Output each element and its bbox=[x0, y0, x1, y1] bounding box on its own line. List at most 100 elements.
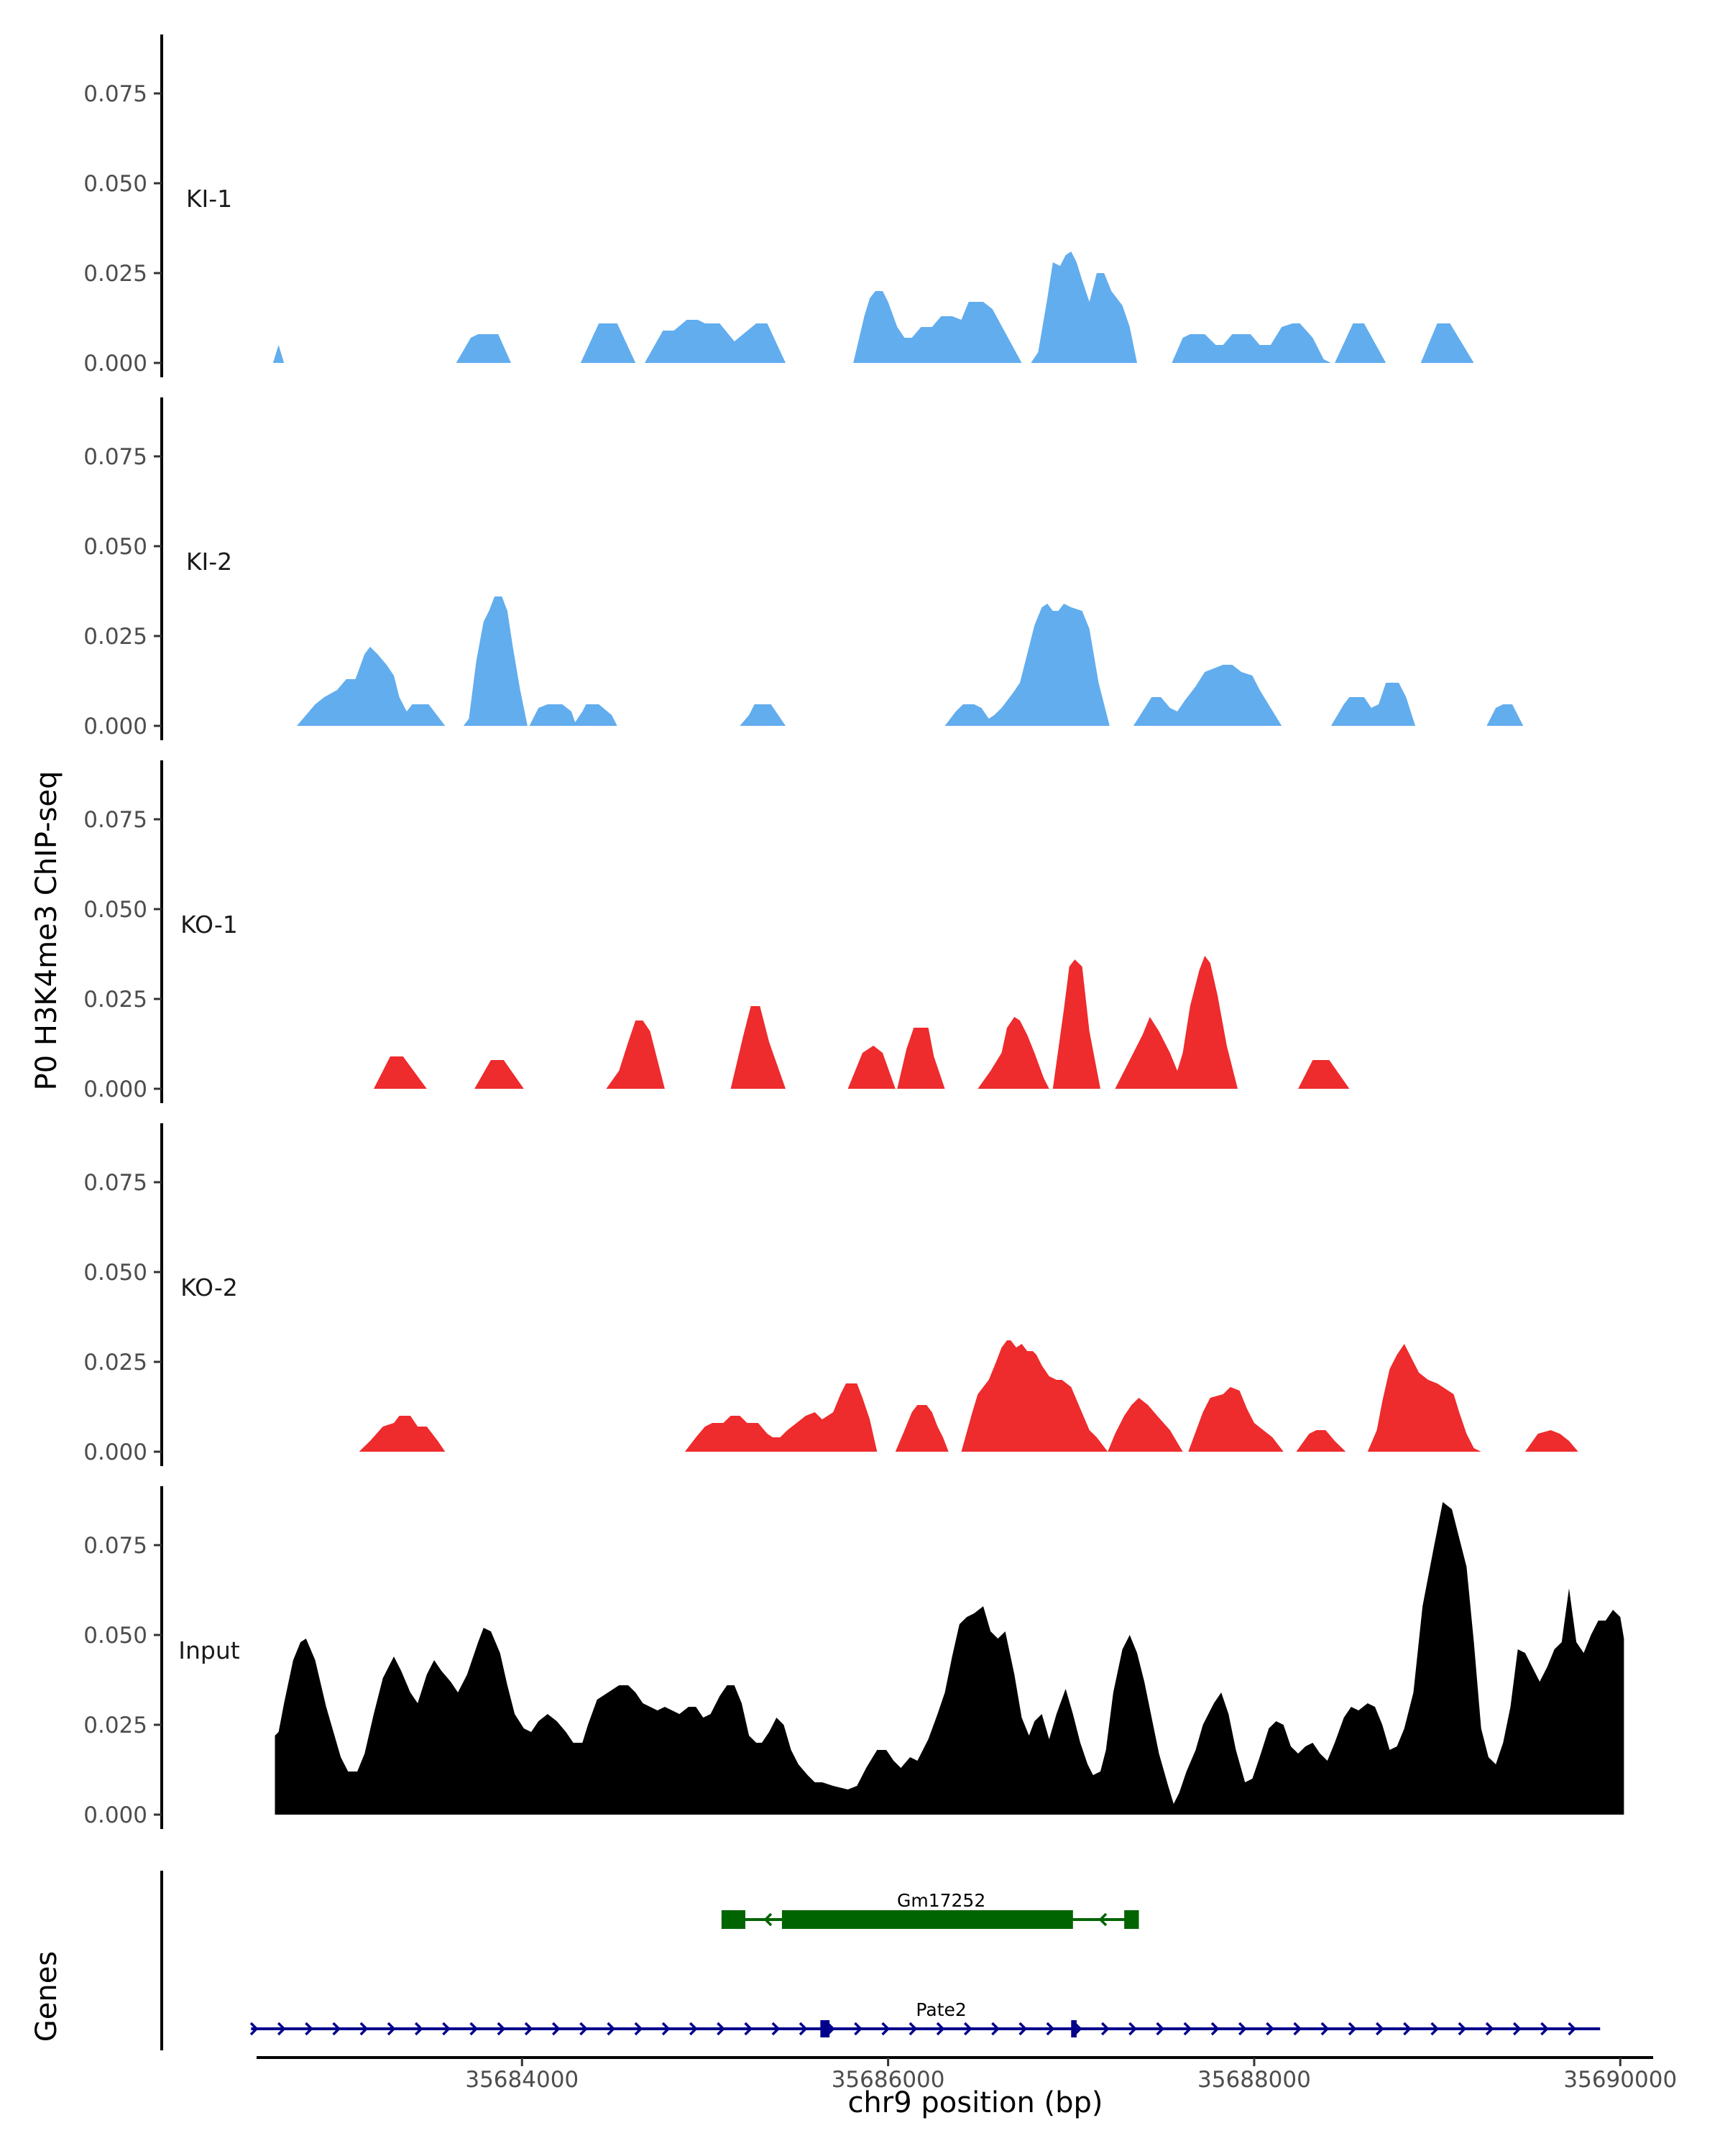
x-tick-label: 35688000 bbox=[1197, 2067, 1311, 2093]
strand-arrow bbox=[359, 2022, 369, 2036]
strand-arrow bbox=[1100, 2022, 1110, 2036]
y-tick-label: 0.050 bbox=[83, 171, 147, 197]
signal-area bbox=[1486, 704, 1524, 726]
track-ki-1: 0.000 0.025 0.050 0.075 KI-1 bbox=[83, 34, 1474, 377]
y-tick-label: 0.000 bbox=[83, 1802, 147, 1828]
exon bbox=[781, 1910, 1073, 1929]
strand-arrow bbox=[771, 2022, 781, 2036]
track-ko-2: 0.000 0.025 0.050 0.075 KO-2 bbox=[83, 1123, 1578, 1466]
x-tick-label: 35686000 bbox=[832, 2067, 945, 2093]
track-label: KI-1 bbox=[186, 185, 232, 213]
exon bbox=[820, 2020, 830, 2037]
signal-area bbox=[359, 1416, 446, 1452]
signal-area bbox=[275, 1502, 1624, 1815]
strand-arrow bbox=[1128, 2022, 1137, 2036]
strand-arrow bbox=[579, 2022, 588, 2036]
signal-area bbox=[1188, 1387, 1284, 1452]
signal-area bbox=[1420, 323, 1474, 363]
strand-arrow bbox=[1375, 2022, 1384, 2036]
strand-arrow bbox=[332, 2022, 341, 2036]
strand-arrow bbox=[1266, 2022, 1274, 2036]
gene-pate2: Pate2 bbox=[249, 1999, 1601, 2037]
exon bbox=[1124, 1910, 1139, 1929]
strand-arrow bbox=[524, 2022, 533, 2036]
signal-area bbox=[684, 1383, 878, 1452]
signal-area bbox=[1115, 956, 1238, 1089]
y-tick-label: 0.000 bbox=[83, 1077, 147, 1102]
strand-arrow bbox=[744, 2022, 753, 2036]
signal-area bbox=[456, 334, 511, 363]
strand-arrow bbox=[414, 2022, 423, 2036]
signal-area bbox=[847, 1046, 896, 1089]
strand-arrow bbox=[442, 2022, 451, 2036]
gene-label: Pate2 bbox=[916, 1999, 966, 2020]
signal-area bbox=[944, 604, 1110, 726]
signal-area bbox=[1524, 1430, 1578, 1452]
signal-area bbox=[897, 1028, 945, 1089]
strand-arrow bbox=[963, 2022, 972, 2036]
strand-arrow bbox=[1210, 2022, 1220, 2036]
signal-area bbox=[1330, 683, 1416, 726]
signal-area bbox=[1298, 1060, 1350, 1089]
strand-arrow bbox=[991, 2022, 1000, 2036]
strand-arrow bbox=[607, 2022, 616, 2036]
y-tick-label: 0.025 bbox=[83, 624, 147, 650]
signal-area bbox=[730, 1006, 786, 1089]
strand-arrow bbox=[1046, 2022, 1055, 2036]
signal-area bbox=[740, 704, 786, 726]
strand-arrow bbox=[908, 2022, 918, 2036]
signal-area bbox=[463, 596, 528, 726]
signal-tracks: 0.0000.0250.0500.075KI-10.0000.0250.0500… bbox=[83, 34, 1624, 1829]
strand-arrow bbox=[1403, 2022, 1412, 2036]
signal-area bbox=[297, 647, 446, 726]
x-axis: 35684000 35686000 35688000 35690000 bbox=[257, 2056, 1677, 2093]
strand-arrow bbox=[1568, 2022, 1577, 2036]
strand-arrow bbox=[1348, 2022, 1357, 2036]
strand-arrow bbox=[1540, 2022, 1549, 2036]
signal-area bbox=[1172, 323, 1331, 363]
strand-arrow bbox=[634, 2022, 643, 2036]
signal-area bbox=[1335, 323, 1386, 363]
signal-area bbox=[272, 345, 285, 363]
strand-arrow bbox=[1018, 2022, 1028, 2036]
strand-arrow bbox=[305, 2022, 313, 2036]
strand-arrow bbox=[881, 2022, 891, 2036]
signal-area bbox=[474, 1060, 524, 1089]
y-tick-label: 0.000 bbox=[83, 714, 147, 740]
strand-arrow bbox=[1485, 2022, 1494, 2036]
strand-arrow bbox=[936, 2022, 945, 2036]
y-tick-label: 0.025 bbox=[83, 1713, 147, 1738]
signal-area bbox=[374, 1056, 427, 1089]
track-input: 0.000 0.025 0.050 0.075 Input bbox=[83, 1486, 1624, 1829]
track-label: KI-2 bbox=[186, 548, 232, 576]
exon bbox=[721, 1910, 745, 1929]
y-axis-title: P0 H3K4me3 ChIP-seq bbox=[30, 771, 63, 1091]
strand-arrow bbox=[799, 2022, 808, 2036]
y-tick-label: 0.075 bbox=[83, 81, 147, 107]
track-ki-2: 0.000 0.025 0.050 0.075 KI-2 bbox=[83, 397, 1524, 740]
track-ko-1: 0.000 0.025 0.050 0.075 KO-1 bbox=[83, 760, 1350, 1103]
y-tick-label: 0.025 bbox=[83, 987, 147, 1013]
strand-arrow bbox=[1098, 1912, 1108, 1927]
y-tick-label: 0.050 bbox=[83, 897, 147, 923]
strand-arrow bbox=[1238, 2022, 1247, 2036]
y-tick-label: 0.025 bbox=[83, 1350, 147, 1376]
y-tick-label: 0.025 bbox=[83, 261, 147, 287]
y-tick-label: 0.050 bbox=[83, 1260, 147, 1286]
strand-arrow bbox=[387, 2022, 396, 2036]
signal-area bbox=[1367, 1344, 1481, 1452]
y-tick-label: 0.075 bbox=[83, 444, 147, 470]
strand-arrow bbox=[1320, 2022, 1330, 2036]
signal-area bbox=[1031, 252, 1137, 363]
strand-arrow bbox=[763, 1912, 773, 1927]
strand-arrow bbox=[1512, 2022, 1522, 2036]
signal-area bbox=[1133, 665, 1282, 726]
signal-area bbox=[529, 704, 617, 726]
track-label: KO-1 bbox=[180, 911, 238, 939]
strand-arrow bbox=[469, 2022, 479, 2036]
y-tick-label: 0.075 bbox=[83, 1533, 147, 1559]
strand-arrow bbox=[717, 2022, 725, 2036]
signal-area bbox=[1108, 1398, 1183, 1452]
x-axis-title: chr9 position (bp) bbox=[847, 2086, 1103, 2119]
y-tick-label: 0.000 bbox=[83, 351, 147, 377]
